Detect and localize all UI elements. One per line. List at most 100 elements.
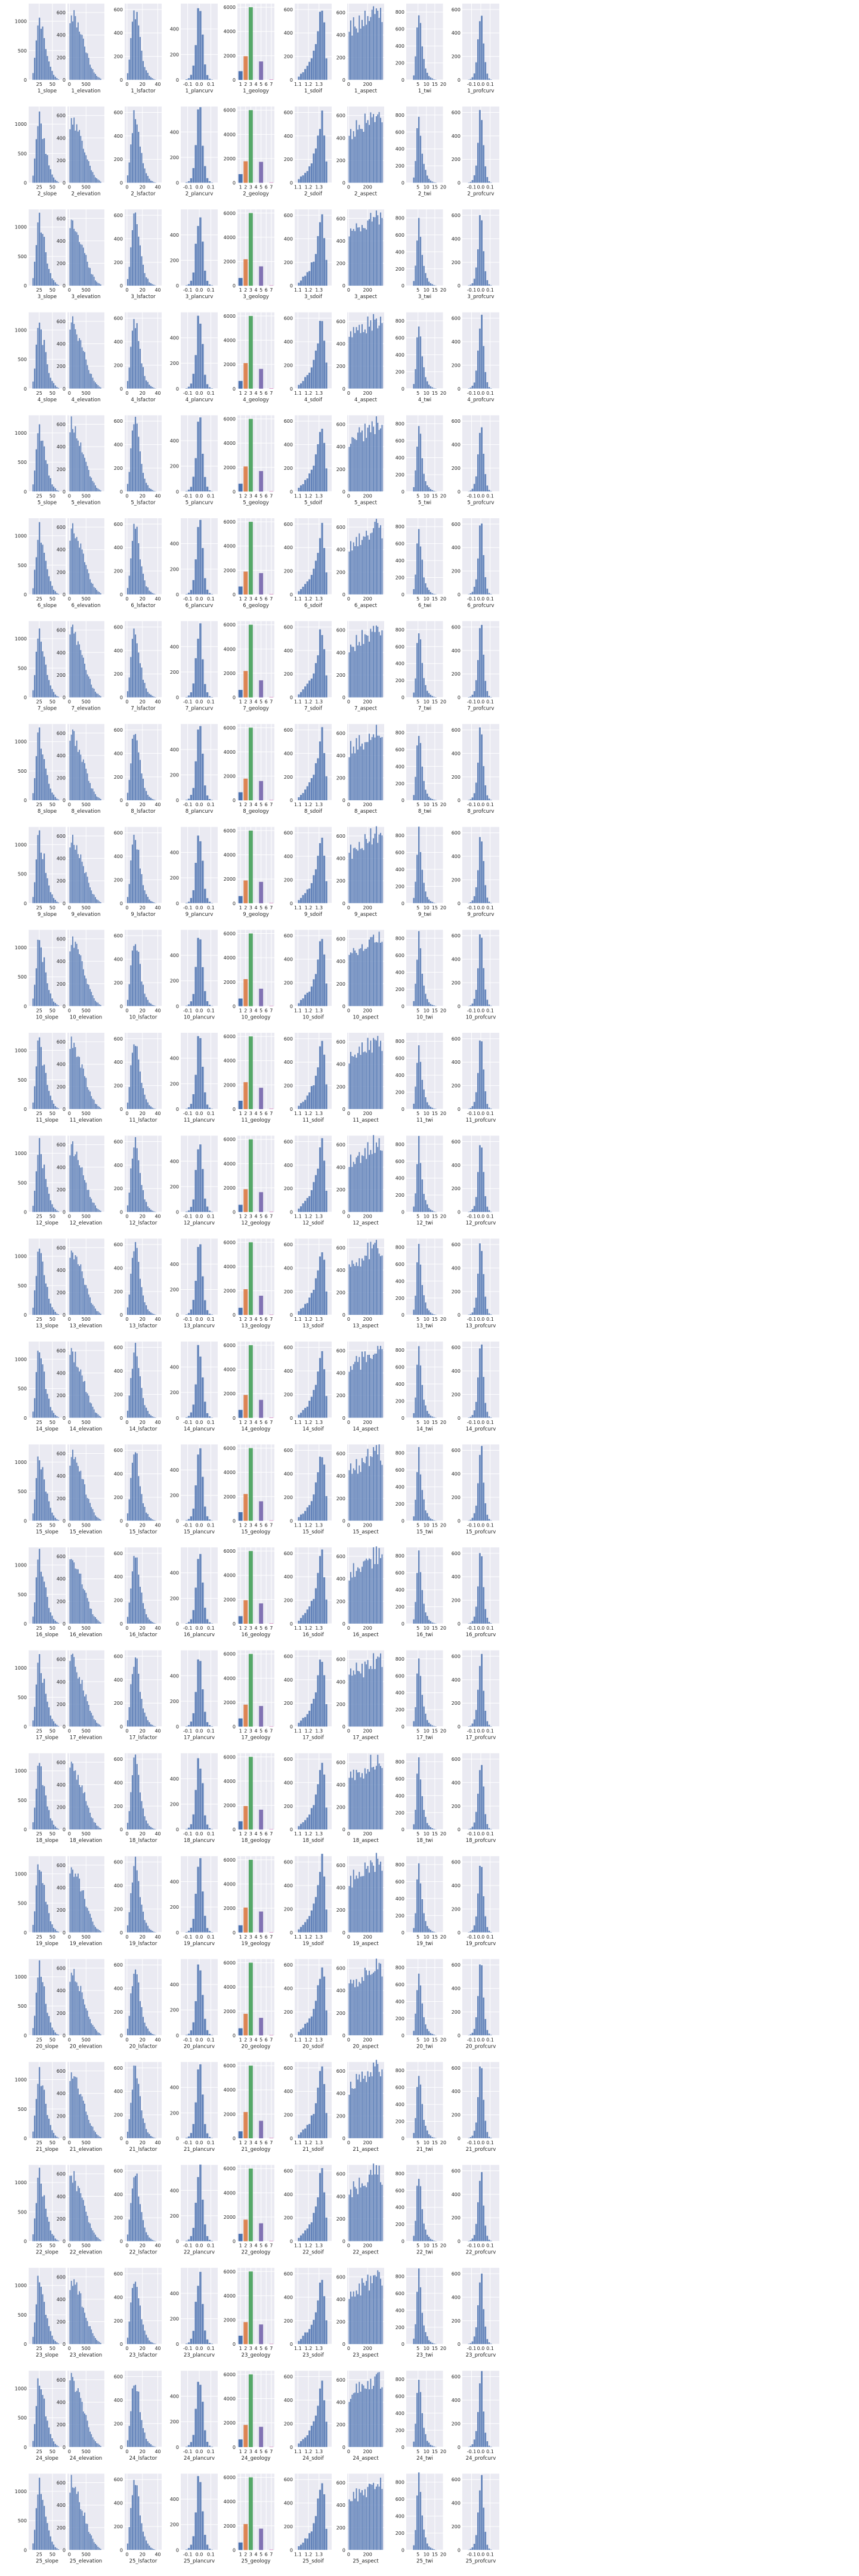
histogram-bar xyxy=(54,1723,57,1727)
histogram-bar xyxy=(50,66,52,80)
histogram-bar xyxy=(152,1724,153,1727)
histogram-bar xyxy=(190,383,193,389)
histogram-bar xyxy=(206,280,209,286)
y-tick-label: 600 xyxy=(452,110,461,115)
histogram-bar xyxy=(348,31,350,80)
histogram-bar xyxy=(133,734,135,801)
histogram-bar xyxy=(365,948,367,1007)
y-tick-label: 0 xyxy=(233,181,236,186)
histogram-bar xyxy=(381,21,383,80)
histogram-bar xyxy=(76,1366,78,1418)
histogram-bar xyxy=(43,38,45,80)
bar-geology-1 xyxy=(238,1616,243,1624)
histogram-bar xyxy=(431,1107,434,1110)
histogram-bar xyxy=(323,1259,326,1315)
x-tick-label: 10 xyxy=(424,905,430,911)
histogram-bar xyxy=(421,356,424,389)
histogram-bar xyxy=(350,952,352,1007)
histogram-bar xyxy=(81,140,83,183)
histogram-bar xyxy=(484,680,487,698)
y-tick-label: 200 xyxy=(336,467,345,472)
x-tick-label: 20 xyxy=(140,802,146,807)
histogram-bar xyxy=(484,271,487,286)
x-tick-label: 15 xyxy=(432,391,438,396)
histogram-bar xyxy=(94,1103,97,1110)
histogram-bar xyxy=(196,1246,200,1315)
histogram-bar xyxy=(482,766,485,801)
histogram-bar xyxy=(364,948,366,1007)
histogram-bar xyxy=(133,945,135,1007)
histogram-bar xyxy=(43,853,45,903)
histogram-bar xyxy=(353,228,355,286)
histogram-bar xyxy=(350,331,352,389)
histogram-bar xyxy=(375,116,378,183)
x-tick-label: 3 xyxy=(249,1214,252,1219)
bar-geology-5 xyxy=(259,881,264,903)
histogram-bar xyxy=(50,1095,52,1110)
histogram-bar xyxy=(414,1086,417,1110)
histogram-bar xyxy=(76,1256,78,1315)
histogram-bar xyxy=(82,1068,85,1110)
x-tick-label: 5 xyxy=(416,82,419,87)
x-tick-label: 3 xyxy=(249,185,252,190)
histogram-bar xyxy=(54,76,57,80)
x-axis-label: 4_elevation xyxy=(72,397,101,403)
histogram-bar xyxy=(46,1394,48,1418)
histogram-bar xyxy=(480,624,483,698)
histogram-bar xyxy=(424,1612,427,1624)
histogram-bar xyxy=(190,897,193,903)
histogram-bar xyxy=(431,1004,434,1007)
histogram-bar xyxy=(187,592,190,595)
histogram-bar xyxy=(430,386,432,389)
x-axis-label: 14_slope xyxy=(36,1426,58,1432)
histogram-bar xyxy=(363,332,364,389)
histogram-bar xyxy=(208,1004,211,1007)
histogram-bar xyxy=(38,830,41,903)
histogram-bar xyxy=(46,674,48,698)
histogram-bar xyxy=(416,27,418,80)
y-tick-label: 0 xyxy=(120,1518,123,1524)
y-tick-label: 200 xyxy=(452,54,461,60)
x-tick-label: 0 xyxy=(347,493,350,499)
histogram-bar xyxy=(35,1577,38,1624)
histogram-bar xyxy=(419,236,422,286)
x-axis-label: 4_profcurv xyxy=(467,397,494,403)
x-tick-label: 10 xyxy=(424,1008,430,1013)
y-tick-label: 0 xyxy=(290,181,293,186)
y-tick-label: 400 xyxy=(170,1571,179,1576)
histogram-bar xyxy=(139,1071,141,1110)
histogram-bar xyxy=(86,569,88,595)
y-tick-label: 400 xyxy=(57,1062,66,1067)
y-tick-label: 200 xyxy=(170,1699,179,1704)
histogram-bar xyxy=(363,950,364,1007)
y-tick-label: 0 xyxy=(458,489,461,494)
histogram-bar xyxy=(370,828,372,903)
histogram-bar xyxy=(348,1166,350,1212)
x-tick-label: 20 xyxy=(140,596,146,602)
histogram-bar xyxy=(129,1273,132,1315)
histogram-bar xyxy=(423,1399,425,1418)
x-tick-label: 5 xyxy=(259,82,262,87)
y-tick-label: 600 xyxy=(57,525,66,530)
x-tick-label: -0.1 xyxy=(183,82,193,87)
histogram-bar xyxy=(82,866,85,903)
histogram-bar xyxy=(371,1154,373,1212)
histogram-bar xyxy=(308,271,311,286)
x-tick-label: 1.3 xyxy=(315,1626,323,1631)
histogram-bar xyxy=(98,1621,100,1624)
histogram-bar xyxy=(374,1242,376,1315)
y-tick-label: 0 xyxy=(290,1416,293,1421)
histogram-bar xyxy=(37,126,39,183)
x-tick-label: 0 xyxy=(347,802,350,807)
histogram-bar xyxy=(93,587,95,595)
histogram-bar xyxy=(139,559,141,595)
histogram-bar xyxy=(43,1164,45,1212)
y-tick-label: 4000 xyxy=(224,1264,236,1270)
x-tick-label: 50 xyxy=(50,391,55,396)
histogram-bar xyxy=(356,120,357,183)
x-tick-label: 1 xyxy=(239,1214,242,1219)
histogram-bar xyxy=(367,120,369,183)
histogram-bar xyxy=(126,1307,129,1315)
